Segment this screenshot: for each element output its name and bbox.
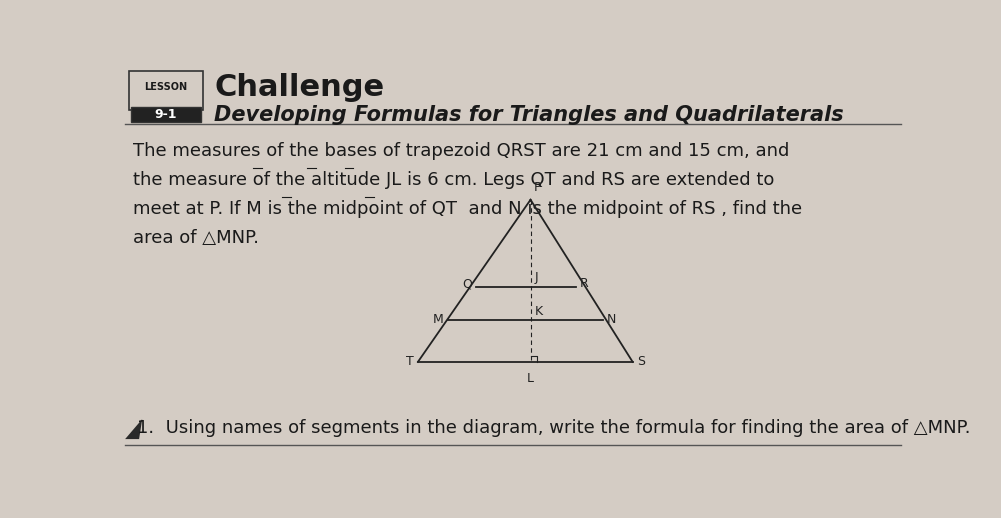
Text: Challenge: Challenge xyxy=(214,73,384,102)
Text: area of △MNP.: area of △MNP. xyxy=(133,229,259,247)
Text: K: K xyxy=(535,305,544,319)
Text: S: S xyxy=(637,355,645,368)
Text: T: T xyxy=(405,355,413,368)
Text: the measure of the altitude JL is 6 cm. Legs QT and RS are extended to: the measure of the altitude JL is 6 cm. … xyxy=(133,171,774,189)
Text: R: R xyxy=(580,277,589,290)
Text: Q: Q xyxy=(462,277,472,290)
Text: M: M xyxy=(432,313,443,326)
Text: L: L xyxy=(528,372,534,385)
Text: meet at P. If M is the midpoint of QT  and N is the midpoint of RS , find the: meet at P. If M is the midpoint of QT an… xyxy=(133,200,802,218)
Text: 1.  Using names of segments in the diagram, write the formula for finding the ar: 1. Using names of segments in the diagra… xyxy=(137,419,970,437)
Text: The measures of the bases of trapezoid QRST are 21 cm and 15 cm, and: The measures of the bases of trapezoid Q… xyxy=(133,142,789,160)
Text: Developing Formulas for Triangles and Quadrilaterals: Developing Formulas for Triangles and Qu… xyxy=(214,105,844,125)
Text: N: N xyxy=(607,313,617,326)
Text: J: J xyxy=(535,271,539,284)
Text: 9-1: 9-1 xyxy=(154,108,177,121)
FancyBboxPatch shape xyxy=(130,107,201,122)
Text: LESSON: LESSON xyxy=(144,82,187,92)
Text: P: P xyxy=(534,181,541,194)
FancyBboxPatch shape xyxy=(129,71,202,110)
Polygon shape xyxy=(125,419,142,439)
